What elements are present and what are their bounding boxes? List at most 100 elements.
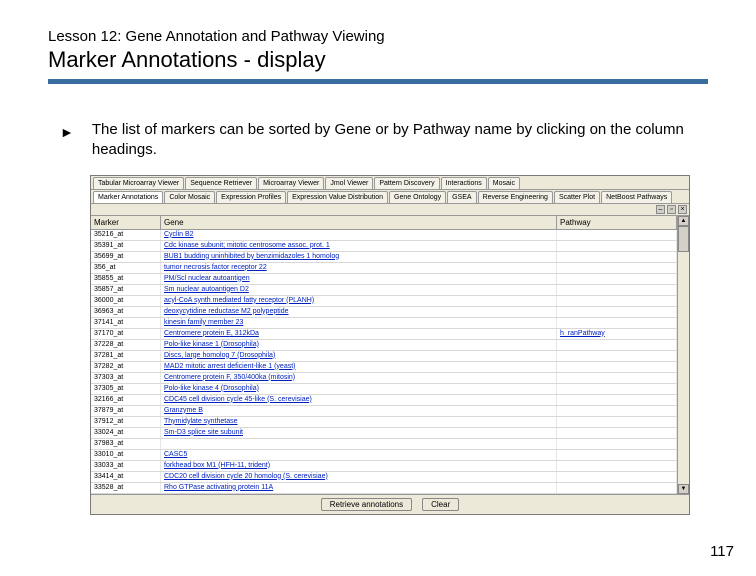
tab-gsea[interactable]: GSEA [447,191,476,203]
tab-expression-profiles[interactable]: Expression Profiles [216,191,286,203]
clear-button[interactable]: Clear [422,498,459,511]
cell-gene-link[interactable]: Centromere protein E, 312kDa [161,329,557,339]
table-row[interactable]: 37303_atCentromere protein F, 350/400ka … [91,373,677,384]
table-row[interactable]: 37282_atMAD2 mitotic arrest deficient-li… [91,362,677,373]
cell-gene-link[interactable]: MAD2 mitotic arrest deficient-like 1 (ye… [161,362,557,372]
cell-gene-link[interactable]: Discs, large homolog 7 (Drosophila) [161,351,557,361]
minimize-icon[interactable]: – [656,205,665,214]
table-row[interactable]: 35699_atBUB1 budding uninhibited by benz… [91,252,677,263]
maximize-icon[interactable]: ▫ [667,205,676,214]
cell-pathway [557,241,677,251]
column-header-pathway[interactable]: Pathway [557,216,677,229]
table-row[interactable]: 33414_atCDC20 cell division cycle 20 hom… [91,472,677,483]
close-icon[interactable]: × [678,205,687,214]
table-row[interactable]: 35391_atCdc kinase subunit; mitotic cent… [91,241,677,252]
table-row[interactable]: 37912_atThymidylate synthetase [91,417,677,428]
cell-marker: 37305_at [91,384,161,394]
cell-gene-link[interactable]: PM/Scl nuclear autoantigen [161,274,557,284]
cell-marker: 356_at [91,263,161,273]
cell-gene-link[interactable]: Cdc kinase subunit; mitotic centrosome a… [161,241,557,251]
cell-gene-link[interactable]: Centromere protein F, 350/400ka (mitosin… [161,373,557,383]
tab-interactions[interactable]: Interactions [441,177,487,189]
table-row[interactable]: 356_attumor necrosis factor receptor 22 [91,263,677,274]
table-row[interactable]: 36000_atacyl-CoA synth mediated fatty re… [91,296,677,307]
cell-gene-link[interactable]: BUB1 budding uninhibited by benzimidazol… [161,252,557,262]
cell-gene-link[interactable]: acyl-CoA synth mediated fatty receptor (… [161,296,557,306]
column-header-gene[interactable]: Gene [161,216,557,229]
table-row[interactable]: 35216_atCyclin B2 [91,230,677,241]
cell-pathway[interactable]: h_ranPathway [557,329,677,339]
scroll-track[interactable] [678,226,689,484]
retrieve-annotations-button[interactable]: Retrieve annotations [321,498,412,511]
tab-color-mosaic[interactable]: Color Mosaic [164,191,215,203]
cell-pathway [557,472,677,482]
bullet-arrow-icon: ► [60,122,74,142]
bullet-text: The list of markers can be sorted by Gen… [92,120,708,161]
cell-marker: 36963_at [91,307,161,317]
cell-gene-link[interactable]: CDC45 cell division cycle 45-like (S. ce… [161,395,557,405]
cell-marker: 35699_at [91,252,161,262]
tab-tabular-microarray-viewer[interactable]: Tabular Microarray Viewer [93,177,184,189]
table-row[interactable]: 32166_atCDC45 cell division cycle 45-lik… [91,395,677,406]
table-row[interactable]: 37983_at [91,439,677,450]
cell-pathway [557,483,677,493]
table-row[interactable]: 37228_atPolo-like kinase 1 (Drosophila) [91,340,677,351]
table-row[interactable]: 37305_atPolo-like kinase 4 (Drosophila) [91,384,677,395]
cell-pathway [557,274,677,284]
cell-gene-link[interactable]: Cyclin B2 [161,230,557,240]
table-row[interactable]: 36963_atdeoxycytidine reductase M2 polyp… [91,307,677,318]
cell-pathway [557,263,677,273]
cell-pathway [557,318,677,328]
tabstrip-row-1: Tabular Microarray Viewer Sequence Retri… [91,176,689,190]
vertical-scrollbar[interactable]: ▲ ▼ [677,216,689,494]
button-bar: Retrieve annotations Clear [91,494,689,514]
table-row[interactable]: 37170_atCentromere protein E, 312kDah_ra… [91,329,677,340]
tab-gene-ontology[interactable]: Gene Ontology [389,191,446,203]
cell-gene-link[interactable]: deoxycytidine reductase M2 polypeptide [161,307,557,317]
cell-gene-link[interactable]: Thymidylate synthetase [161,417,557,427]
tab-marker-annotations[interactable]: Marker Annotations [93,191,163,203]
cell-marker: 37983_at [91,439,161,449]
table-row[interactable]: 35855_atPM/Scl nuclear autoantigen [91,274,677,285]
scroll-up-icon[interactable]: ▲ [678,216,689,226]
scroll-thumb[interactable] [678,226,689,252]
cell-gene-link[interactable]: Granzyme B [161,406,557,416]
tab-scatter-plot[interactable]: Scatter Plot [554,191,600,203]
grid-body: 35216_atCyclin B235391_atCdc kinase subu… [91,230,677,494]
scroll-down-icon[interactable]: ▼ [678,484,689,494]
cell-marker: 33033_at [91,461,161,471]
table-row[interactable]: 37879_atGranzyme B [91,406,677,417]
cell-gene-link[interactable]: CDC20 cell division cycle 20 homolog (S.… [161,472,557,482]
table-row[interactable]: 33033_atforkhead box M1 (HFH-11, trident… [91,461,677,472]
cell-gene-link[interactable]: Sm nuclear autoantigen D2 [161,285,557,295]
cell-gene-link[interactable]: CASC5 [161,450,557,460]
table-row[interactable]: 33010_atCASC5 [91,450,677,461]
cell-gene-link[interactable]: Polo-like kinase 1 (Drosophila) [161,340,557,350]
table-row[interactable]: 37281_atDiscs, large homolog 7 (Drosophi… [91,351,677,362]
cell-gene-link[interactable] [161,439,557,449]
cell-gene-link[interactable]: Polo-like kinase 4 (Drosophila) [161,384,557,394]
tab-mosaic[interactable]: Mosaic [488,177,520,189]
tab-sequence-retriever[interactable]: Sequence Retriever [185,177,257,189]
tab-netboost-pathways[interactable]: NetBoost Pathways [601,191,672,203]
tab-expression-value-dist[interactable]: Expression Value Distribution [287,191,388,203]
tab-reverse-engineering[interactable]: Reverse Engineering [478,191,553,203]
column-header-marker[interactable]: Marker [91,216,161,229]
cell-gene-link[interactable]: forkhead box M1 (HFH-11, trident) [161,461,557,471]
cell-pathway [557,461,677,471]
cell-marker: 35391_at [91,241,161,251]
cell-gene-link[interactable]: tumor necrosis factor receptor 22 [161,263,557,273]
table-row[interactable]: 33024_atSm-D3 splice site subunit [91,428,677,439]
tab-microarray-viewer[interactable]: Microarray Viewer [258,177,324,189]
grid-header-row: Marker Gene Pathway [91,216,677,230]
cell-marker: 37282_at [91,362,161,372]
table-row[interactable]: 33528_atRho GTPase activating protein 11… [91,483,677,494]
table-row[interactable]: 37141_atkinesin family member 23 [91,318,677,329]
cell-gene-link[interactable]: Rho GTPase activating protein 11A [161,483,557,493]
lesson-label: Lesson 12: Gene Annotation and Pathway V… [48,28,708,45]
tab-jmol-viewer[interactable]: Jmol Viewer [325,177,373,189]
cell-gene-link[interactable]: Sm-D3 splice site subunit [161,428,557,438]
cell-gene-link[interactable]: kinesin family member 23 [161,318,557,328]
table-row[interactable]: 35857_atSm nuclear autoantigen D2 [91,285,677,296]
tab-pattern-discovery[interactable]: Pattern Discovery [374,177,439,189]
